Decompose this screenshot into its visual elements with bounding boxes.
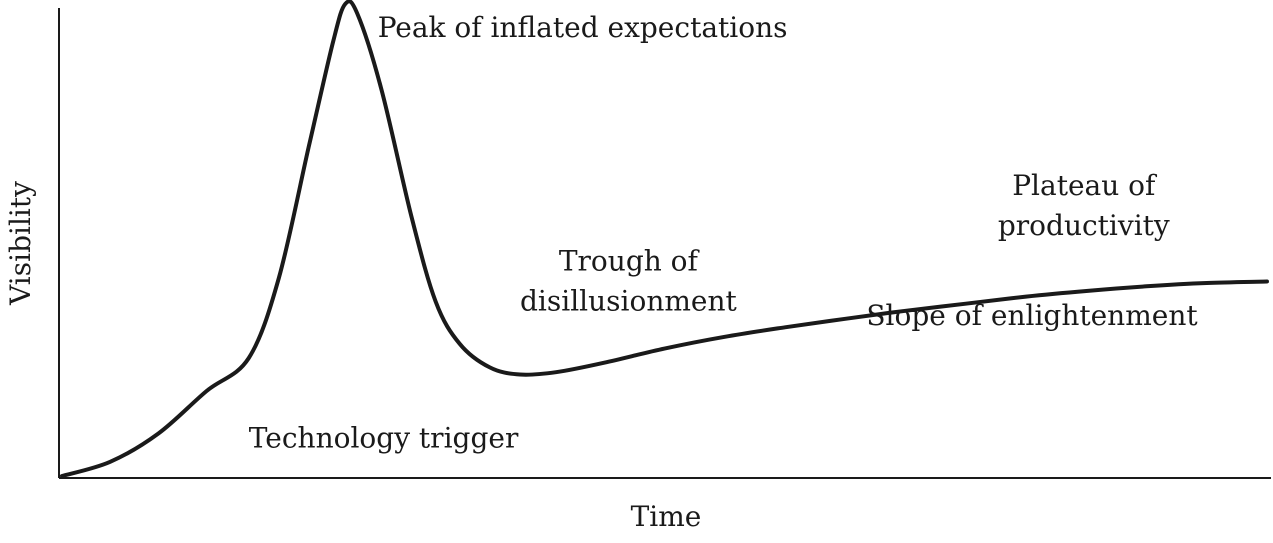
annotation-trough-of-disillusionment: Trough of disillusionment — [520, 245, 738, 318]
annotation-trough-of-disillusionment-line-1: Trough of — [559, 245, 701, 278]
annotation-technology-trigger-line-1: Technology trigger — [249, 422, 519, 455]
annotation-trough-of-disillusionment-line-2: disillusionment — [520, 285, 738, 318]
annotation-slope-of-enlightenment-line-1: Slope of enlightenment — [866, 299, 1198, 332]
annotation-plateau-of-productivity: Plateau of productivity — [998, 169, 1170, 242]
x-axis-label: Time — [631, 500, 702, 533]
annotation-plateau-of-productivity-line-1: Plateau of — [1012, 169, 1158, 202]
stage-annotations: Technology trigger Peak of inflated expec… — [249, 11, 1199, 455]
annotation-peak-of-inflated-expectations: Peak of inflated expectations — [378, 11, 788, 44]
y-axis-label: Visibility — [4, 181, 37, 306]
annotation-plateau-of-productivity-line-2: productivity — [998, 209, 1170, 242]
annotation-technology-trigger: Technology trigger — [249, 422, 519, 455]
annotation-peak-of-inflated-expectations-line-1: Peak of inflated expectations — [378, 11, 788, 44]
annotation-slope-of-enlightenment: Slope of enlightenment — [866, 299, 1198, 332]
hype-curve-line — [60, 0, 1269, 478]
